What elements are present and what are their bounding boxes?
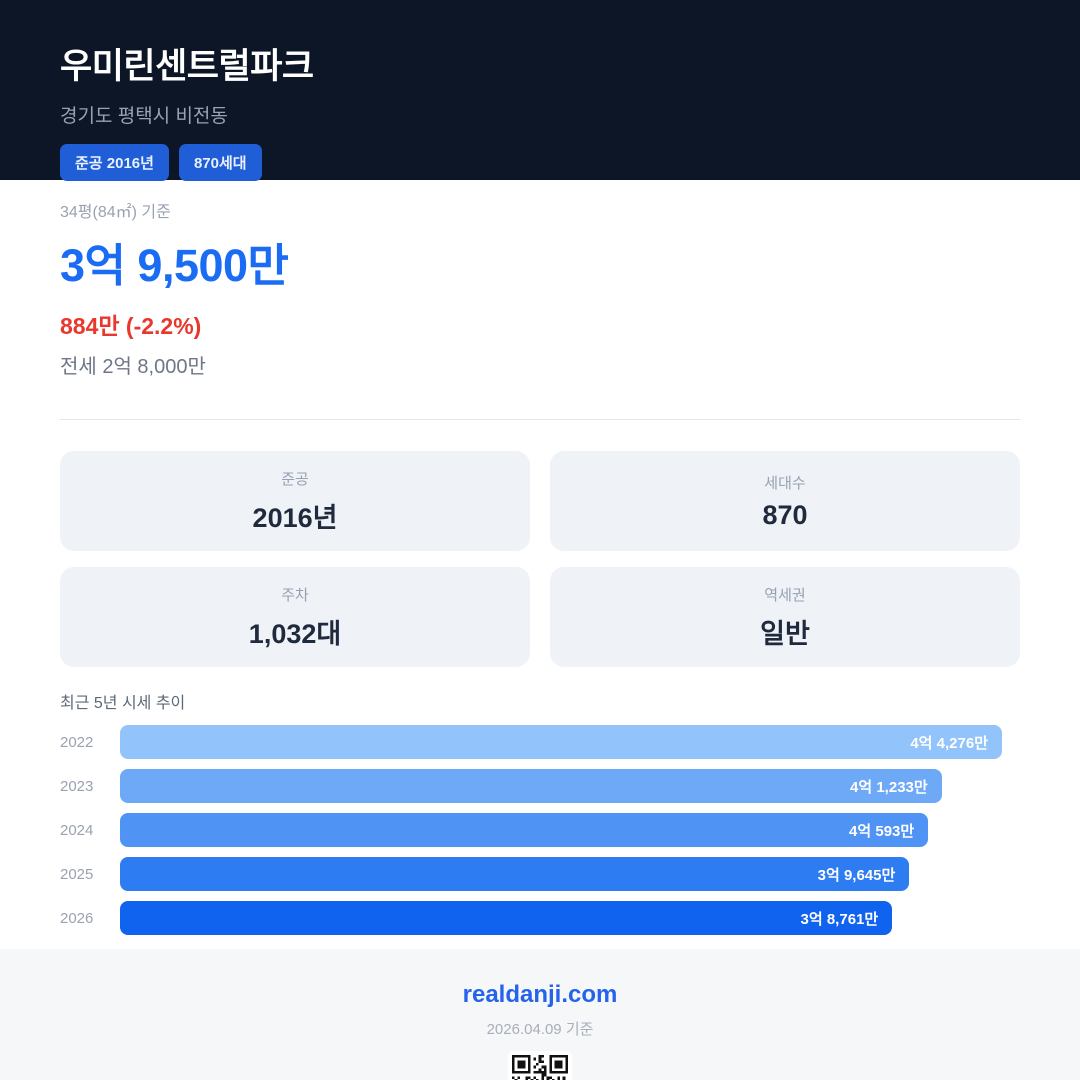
chart-year-label: 2022: [60, 733, 94, 751]
data-date-note: 2026.04.09 기준: [486, 1021, 594, 1038]
stat-label: 세대수: [764, 474, 806, 492]
price-basis-label: 34평(84㎡) 기준: [60, 204, 171, 221]
section-divider: [60, 419, 1020, 420]
price-trend-chart: 최근 5년 시세 추이 2022 4억 4,276만 2023 4억 1,233…: [60, 689, 1020, 935]
chart-track: 3억 8,761만: [120, 901, 1020, 935]
chart-track: 4억 4,276만: [120, 725, 1020, 759]
stat-card-parking: 주차 1,032대: [60, 567, 530, 667]
chart-title: 최근 5년 시세 추이: [60, 695, 186, 712]
stat-card-completion: 준공 2016년: [60, 451, 530, 551]
stat-card-station-area: 역세권 일반: [550, 567, 1020, 667]
stat-label: 주차: [281, 586, 309, 604]
badge-household-count: 870세대: [178, 144, 262, 181]
chart-bar: 4억 4,276만: [120, 725, 1002, 759]
main-content: 34평(84㎡) 기준 3억 9,500만 884만 (-2.2%) 전세 2억…: [0, 180, 1080, 935]
stats-grid: 준공 2016년 세대수 870 주차 1,032대 역세권 일반: [60, 451, 1020, 667]
chart-year-label: 2023: [60, 777, 94, 795]
chart-row: 2024 4억 593만: [60, 813, 1020, 847]
current-price: 3억 9,500만: [60, 240, 289, 291]
chart-bar: 4억 1,233만: [120, 769, 942, 803]
apartment-address: 경기도 평택시 비전동: [60, 106, 228, 127]
chart-track: 4억 593만: [120, 813, 1020, 847]
chart-bar: 4억 593만: [120, 813, 929, 847]
chart-row: 2025 3억 9,645만: [60, 857, 1020, 891]
chart-row: 2023 4억 1,233만: [60, 769, 1020, 803]
chart-track: 3억 9,645만: [120, 857, 1020, 891]
apartment-name: 우미린센트럴파크: [60, 47, 314, 86]
stat-label: 준공: [281, 470, 309, 488]
stat-card-households: 세대수 870: [550, 451, 1020, 551]
site-link[interactable]: realdanji.com: [462, 981, 618, 1008]
chart-year-label: 2026: [60, 909, 94, 927]
jeonse-price: 전세 2억 8,000만: [60, 356, 206, 378]
stat-value: 870: [762, 499, 808, 530]
chart-rows: 2022 4억 4,276만 2023 4억 1,233만 2024 4억 59…: [60, 725, 1020, 935]
chart-track: 4억 1,233만: [120, 769, 1020, 803]
stat-value: 일반: [760, 618, 810, 649]
badge-row: 준공 2016년 870세대: [60, 144, 1020, 181]
stat-label: 역세권: [764, 586, 806, 604]
price-change: 884만 (-2.2%): [60, 313, 202, 339]
apartment-header: 우미린센트럴파크 경기도 평택시 비전동 준공 2016년 870세대: [0, 0, 1080, 181]
chart-row: 2022 4억 4,276만: [60, 725, 1020, 759]
qr-code: [508, 1051, 572, 1080]
stat-value: 2016년: [252, 502, 338, 533]
badge-completion-year: 준공 2016년: [60, 144, 169, 181]
chart-row: 2026 3억 8,761만: [60, 901, 1020, 935]
chart-bar: 3억 8,761만: [120, 901, 893, 935]
footer: realdanji.com 2026.04.09 기준: [0, 949, 1080, 1080]
chart-bar: 3억 9,645만: [120, 857, 910, 891]
stat-value: 1,032대: [248, 618, 342, 649]
chart-year-label: 2024: [60, 821, 94, 839]
chart-year-label: 2025: [60, 865, 94, 883]
